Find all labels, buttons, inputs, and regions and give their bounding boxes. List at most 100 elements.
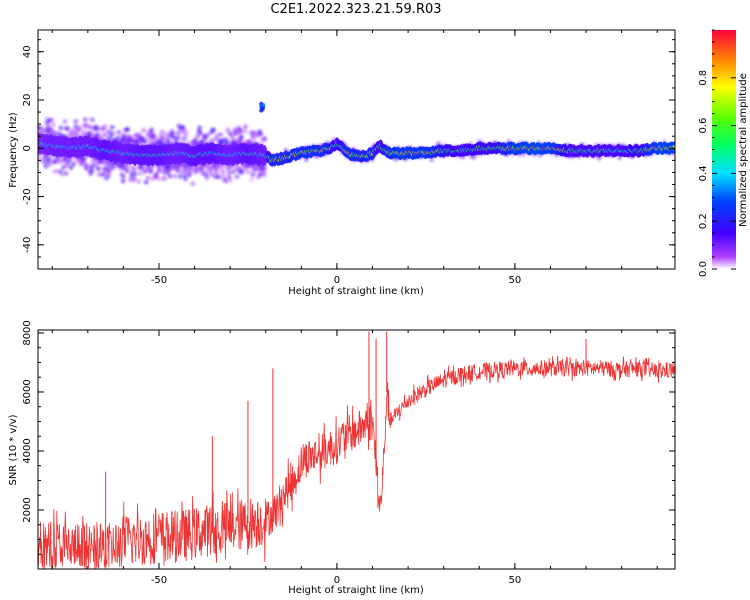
y-tick-label: 40 (22, 45, 33, 58)
spectrogram-speck (197, 130, 203, 136)
colorbar-tick-label: 0.6 (698, 118, 709, 134)
spectrogram-speck (106, 129, 112, 135)
spectrogram-speck (149, 127, 154, 133)
spectrogram-speck (141, 127, 147, 133)
spectrogram-frame (37, 29, 676, 270)
colorbar-tick-label: 0.0 (698, 261, 709, 277)
spectrogram-speck (204, 175, 210, 181)
spectrogram-speck (48, 126, 54, 132)
spectrogram-speck (143, 179, 149, 185)
spectrogram-speck (225, 127, 231, 133)
figure-title: C2E1.2022.323.21.59.R03 (270, 2, 442, 17)
spectrogram-speck (194, 168, 200, 174)
spectrogram-speck (88, 125, 94, 130)
x-tick-label: 50 (508, 275, 521, 286)
spectrogram-speck (177, 173, 183, 179)
spectrogram-feature (260, 106, 265, 112)
spectrogram-speck (92, 162, 98, 167)
colorbar: 0.0 0.2 0.4 0.6 0.8 Normalized spectral ampl… (698, 29, 749, 277)
spectrogram-speck (205, 132, 211, 138)
x-tick-label: -50 (151, 575, 167, 586)
spectrogram-speck (184, 139, 190, 144)
spectrogram-speck (228, 177, 233, 183)
y-tick-label: 6000 (22, 379, 33, 404)
spectrogram-speck (175, 134, 181, 140)
spectrogram-speck (103, 123, 109, 129)
snr-plot (38, 331, 675, 569)
spectrogram-speck (262, 136, 268, 142)
spectrogram-speck (234, 174, 240, 180)
spectrogram-speck (157, 168, 163, 174)
spectrogram-speck (142, 138, 147, 144)
spectrogram-speck (136, 179, 141, 184)
colorbar-tick-label: 0.8 (698, 70, 709, 86)
spectrogram-speck (120, 174, 126, 180)
spectrogram-speck (145, 175, 151, 181)
y-tick-label: 4000 (22, 438, 33, 463)
spectrogram-speck (73, 118, 79, 124)
snr-panel: -50 0 50 2000 4000 6000 8000 Height of straigh… (8, 320, 676, 596)
spectrogram-speck (159, 129, 165, 135)
spectrogram-speck (226, 170, 232, 176)
spectrogram-speck (617, 156, 622, 161)
spectrogram-speck (109, 131, 115, 136)
spectrogram-speck (214, 170, 220, 175)
snr-frame (37, 329, 676, 570)
spectrogram-speck (214, 133, 219, 138)
snr-line (38, 355, 675, 569)
spectrogram-speck (429, 157, 434, 162)
y-tick-label: 20 (22, 94, 33, 107)
spectrogram-panel: -50 0 50 -40 -20 0 20 40 Height of straight lin… (8, 29, 676, 297)
spectrogram-speck (243, 124, 248, 130)
spectrogram-speck (102, 170, 108, 176)
spectrogram-speck (159, 137, 165, 143)
spectrogram-speck (90, 117, 95, 123)
spectrogram-speck (124, 168, 130, 174)
colorbar-label: Normalized spectral amplitude (738, 73, 749, 227)
spectrogram-speck (109, 124, 115, 130)
spectrogram-speck (132, 171, 138, 177)
spectrogram-ylabel: Frequency (Hz) (8, 112, 19, 188)
spectrogram-speck (129, 137, 135, 143)
spectrogram-speck (170, 130, 176, 136)
spectrogram-speck (148, 169, 154, 174)
spectrogram-speck (262, 165, 268, 171)
spectrogram-speck (183, 176, 188, 182)
spectrogram-speck (245, 169, 251, 175)
colorbar-ticks: 0.0 0.2 0.4 0.6 0.8 (698, 29, 736, 277)
spectrogram-feature (260, 103, 266, 108)
spectrogram-speck (167, 139, 173, 145)
spectrogram-speck (261, 170, 267, 176)
spectrogram-speck (204, 170, 210, 176)
spectrogram-speck (110, 165, 116, 171)
spectrogram-speck (115, 135, 121, 141)
y-tick-label: -20 (22, 188, 33, 204)
spectrogram-speck (238, 134, 244, 140)
spectrogram-speck (151, 134, 157, 140)
spectrogram-speck (136, 132, 142, 138)
colorbar-tick-label: 0.2 (698, 213, 709, 229)
spectrogram-speck (54, 159, 60, 164)
spectrogram-speck (200, 138, 205, 144)
spectrogram-speck (157, 176, 163, 182)
spectrogram-speck (242, 166, 248, 172)
spectrogram-speck (47, 162, 52, 167)
colorbar-tick-label: 0.4 (698, 165, 709, 181)
spectrogram-speck (238, 128, 243, 134)
spectrogram-speck (82, 156, 88, 162)
spectrogram-speck (190, 181, 196, 187)
spectrogram-speck (521, 153, 526, 158)
spectrogram-speck (137, 171, 143, 177)
spectrogram-speck (217, 132, 223, 138)
spectrogram-speck (167, 173, 173, 179)
spectrogram-ridge (38, 132, 675, 167)
snr-xlabel: Height of straight line (km) (288, 585, 424, 596)
spectrogram-speck (172, 173, 178, 179)
spectrogram-speck (48, 117, 54, 123)
spectrogram-speck (216, 174, 222, 180)
spectrogram-speck (242, 128, 248, 134)
x-tick-label: -50 (151, 275, 167, 286)
x-tick-label: 0 (334, 575, 340, 586)
spectrogram-speck (59, 172, 65, 178)
